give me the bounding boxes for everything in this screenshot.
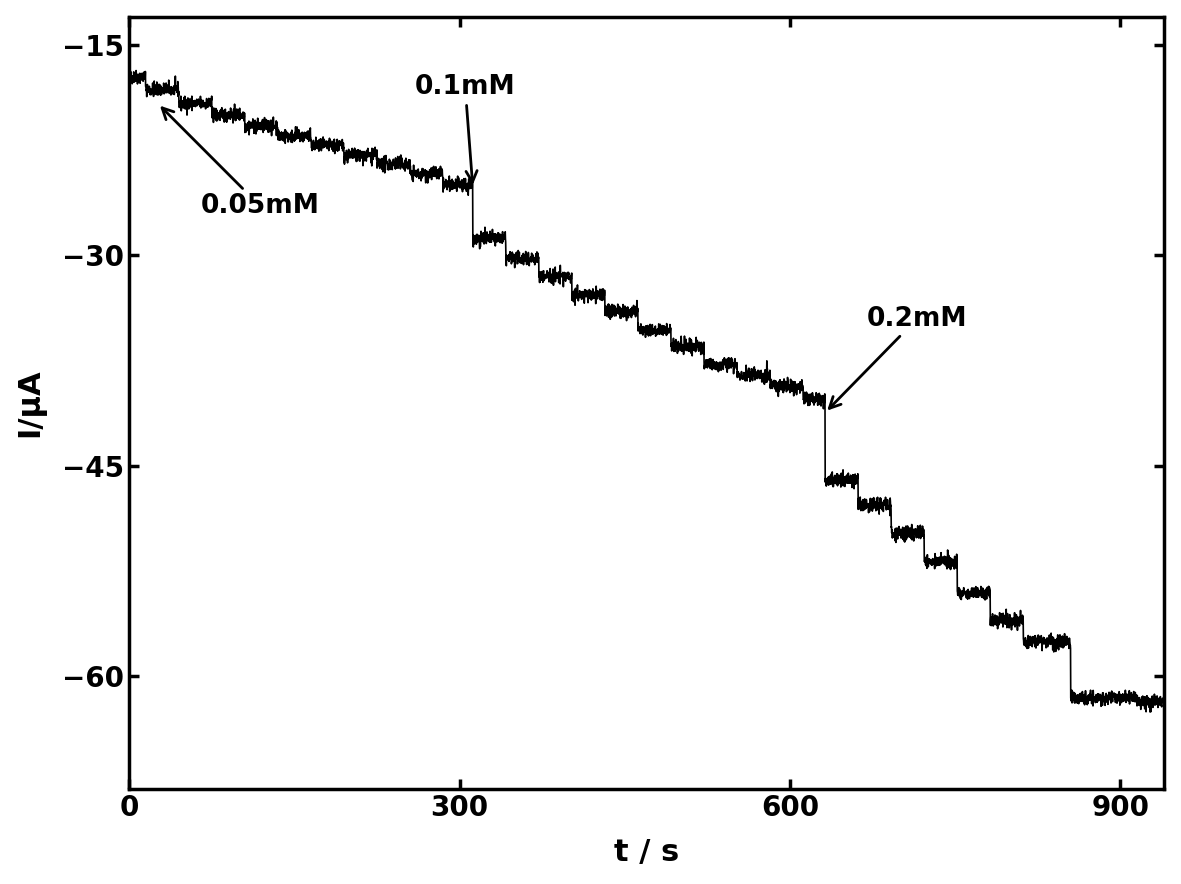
Text: 0.1mM: 0.1mM <box>415 74 515 182</box>
Y-axis label: I/μA: I/μA <box>17 369 46 437</box>
Text: 0.2mM: 0.2mM <box>829 306 967 408</box>
Text: 0.05mM: 0.05mM <box>162 108 320 219</box>
X-axis label: t / s: t / s <box>614 838 679 867</box>
